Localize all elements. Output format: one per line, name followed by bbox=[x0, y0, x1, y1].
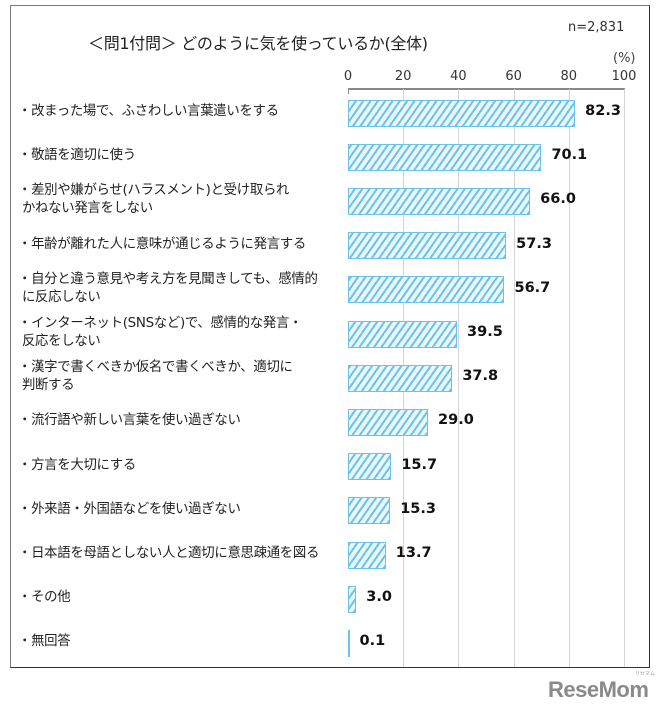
value-label: 0.1 bbox=[359, 633, 386, 650]
bar bbox=[348, 629, 350, 657]
category-label: ・方言を大切にする bbox=[18, 457, 136, 473]
value-label: 56.7 bbox=[514, 279, 551, 296]
bar bbox=[348, 187, 531, 215]
category-label: ・漢字で書くべきか仮名で書くべきか、適切に 判断する bbox=[18, 360, 293, 394]
x-tick-mark bbox=[348, 88, 349, 94]
resemom-logo-sub: リセマム bbox=[635, 671, 656, 677]
value-label: 15.3 bbox=[400, 500, 436, 517]
bar bbox=[348, 99, 576, 127]
category-label: ・年齢が離れた人に意味が通じるように発言する bbox=[18, 236, 306, 252]
x-tick-label: 20 bbox=[394, 69, 412, 84]
category-label: ・差別や嫌がらせ(ハラスメント)と受け取られ かねない発言をしない bbox=[18, 183, 290, 217]
x-tick-label: 60 bbox=[505, 69, 522, 84]
value-label: 82.3 bbox=[585, 103, 621, 119]
unit-label: (%) bbox=[613, 51, 636, 66]
category-label: ・外来語・外国語などを使い過ぎない bbox=[18, 501, 241, 517]
value-label: 66.0 bbox=[540, 191, 576, 208]
category-label: ・その他 bbox=[18, 590, 71, 606]
bar bbox=[348, 408, 429, 436]
bar bbox=[348, 364, 453, 392]
gridline bbox=[458, 89, 460, 667]
category-label: ・改まった場で、ふさわしい言葉遣いをする bbox=[18, 104, 279, 119]
value-label: 57.3 bbox=[516, 235, 552, 252]
bar bbox=[348, 232, 507, 260]
category-label: ・自分と違う意見や考え方を見聞きしても、感情的 に反応しない bbox=[18, 271, 318, 305]
chart-frame bbox=[10, 5, 650, 668]
bar bbox=[348, 276, 505, 304]
chart-title: ＜問1付問＞ どのように気を使っているか(全体) bbox=[88, 34, 428, 53]
bar bbox=[348, 497, 391, 525]
sample-size-label: n=2,831 bbox=[568, 20, 625, 35]
value-label: 13.7 bbox=[395, 545, 432, 561]
value-label: 37.8 bbox=[462, 368, 499, 385]
bar bbox=[348, 541, 386, 569]
x-tick-label: 100 bbox=[611, 69, 637, 84]
bar bbox=[348, 143, 542, 171]
value-label: 15.7 bbox=[401, 456, 438, 473]
bar bbox=[348, 453, 392, 481]
category-label: ・無回答 bbox=[18, 634, 71, 650]
category-label: ・日本語を母語としない人と適切に意思疎通を図る bbox=[18, 546, 320, 561]
category-label: ・インターネット(SNSなど)で、感情的な発言・ 反応をしない bbox=[18, 316, 303, 349]
gridline bbox=[624, 89, 625, 667]
x-axis-line bbox=[348, 88, 624, 90]
gridline bbox=[513, 89, 515, 667]
category-label: ・敬語を適切に使う bbox=[18, 148, 136, 164]
value-label: 3.0 bbox=[366, 589, 392, 606]
resemom-logo: ReseMom bbox=[548, 677, 649, 702]
value-label: 39.5 bbox=[467, 324, 503, 340]
value-label: 29.0 bbox=[438, 412, 474, 429]
x-tick-label: 40 bbox=[450, 69, 467, 84]
gridline bbox=[568, 89, 570, 667]
x-tick-label: 0 bbox=[343, 69, 353, 84]
x-tick-label: 80 bbox=[560, 69, 578, 84]
value-label: 70.1 bbox=[551, 147, 588, 164]
bar bbox=[348, 585, 357, 613]
bar bbox=[348, 320, 458, 348]
category-label: ・流行語や新しい言葉を使い過ぎない bbox=[18, 413, 241, 429]
